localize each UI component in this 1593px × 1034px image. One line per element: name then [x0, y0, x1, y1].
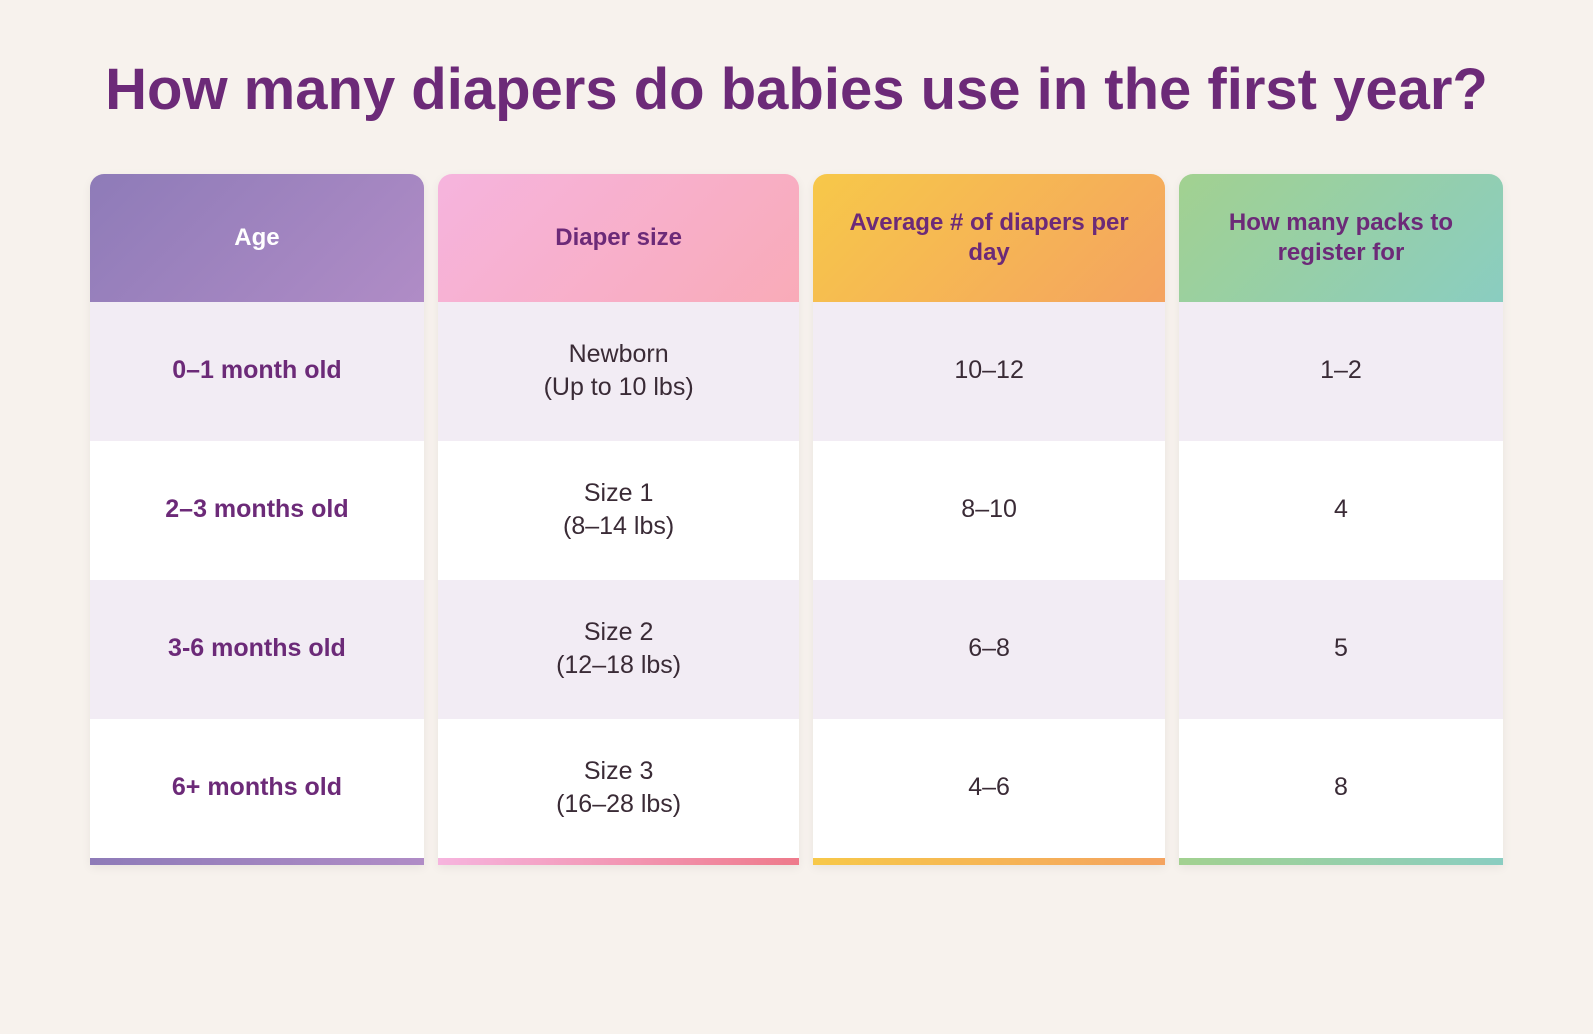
header-age: Age — [90, 174, 424, 302]
table-cell: Size 1 (8–14 lbs) — [438, 441, 799, 580]
size-weight: (16–28 lbs) — [556, 788, 681, 822]
column-size: Diaper size Newborn (Up to 10 lbs) Size … — [438, 174, 799, 865]
table-cell: 6+ months old — [90, 719, 424, 858]
table-cell: 10–12 — [813, 302, 1165, 441]
table-cell: 2–3 months old — [90, 441, 424, 580]
column-footer-bar — [90, 858, 424, 865]
table-cell: 4 — [1179, 441, 1503, 580]
header-avg: Average # of diapers per day — [813, 174, 1165, 302]
table-cell: Size 3 (16–28 lbs) — [438, 719, 799, 858]
size-weight: (12–18 lbs) — [556, 649, 681, 683]
column-footer-bar — [438, 858, 799, 865]
table-cell: 8–10 — [813, 441, 1165, 580]
size-name: Size 2 — [584, 616, 653, 650]
table-cell: Newborn (Up to 10 lbs) — [438, 302, 799, 441]
table-cell: 3-6 months old — [90, 580, 424, 719]
column-age: Age 0–1 month old 2–3 months old 3-6 mon… — [90, 174, 424, 865]
table-cell: 4–6 — [813, 719, 1165, 858]
table-cell: 6–8 — [813, 580, 1165, 719]
header-packs: How many packs to register for — [1179, 174, 1503, 302]
header-size: Diaper size — [438, 174, 799, 302]
column-footer-bar — [1179, 858, 1503, 865]
size-weight: (8–14 lbs) — [563, 510, 674, 544]
size-name: Size 3 — [584, 755, 653, 789]
table-cell: 8 — [1179, 719, 1503, 858]
size-name: Size 1 — [584, 477, 653, 511]
size-weight: (Up to 10 lbs) — [544, 371, 694, 405]
column-avg: Average # of diapers per day 10–12 8–10 … — [813, 174, 1165, 865]
table-cell: 1–2 — [1179, 302, 1503, 441]
size-name: Newborn — [569, 338, 669, 372]
table-cell: 5 — [1179, 580, 1503, 719]
diaper-table: Age 0–1 month old 2–3 months old 3-6 mon… — [90, 174, 1503, 865]
table-cell: Size 2 (12–18 lbs) — [438, 580, 799, 719]
page-title: How many diapers do babies use in the fi… — [105, 55, 1488, 126]
column-packs: How many packs to register for 1–2 4 5 8 — [1179, 174, 1503, 865]
column-footer-bar — [813, 858, 1165, 865]
table-cell: 0–1 month old — [90, 302, 424, 441]
